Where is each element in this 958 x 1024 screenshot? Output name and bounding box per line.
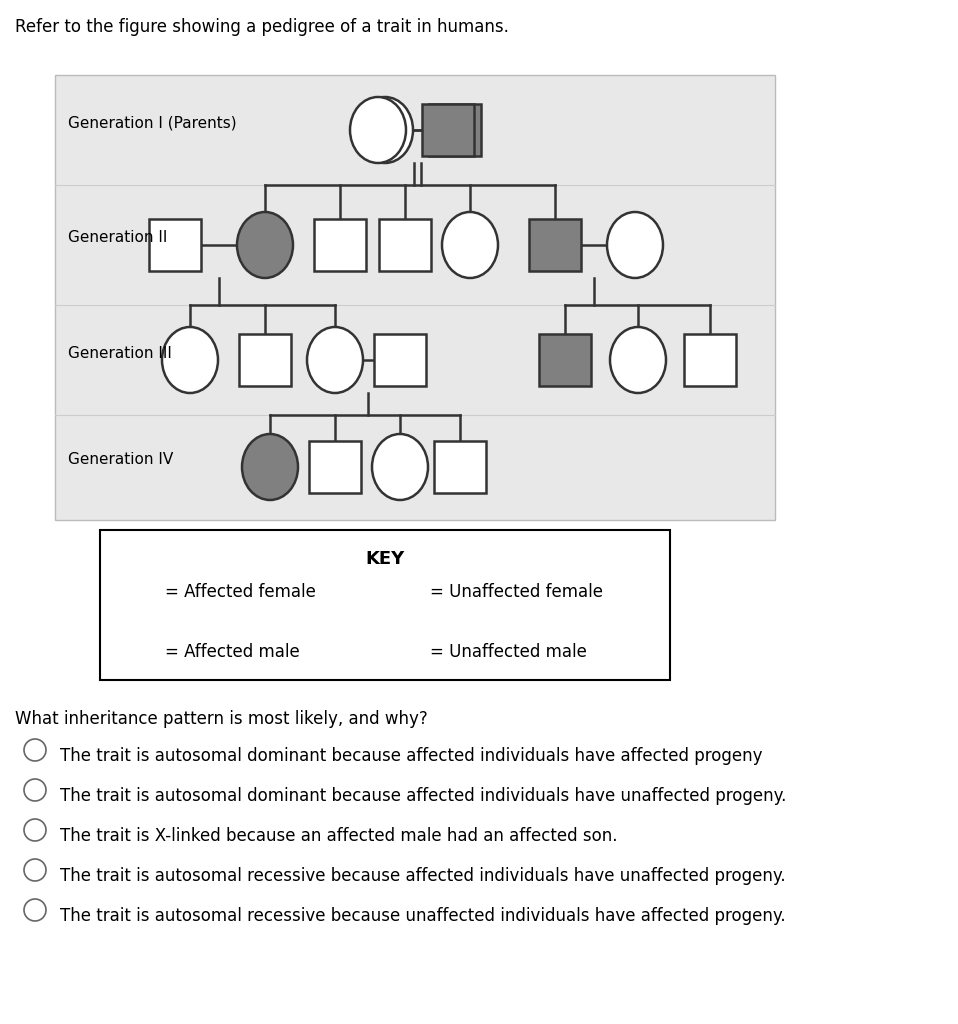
Text: = Unaffected male: = Unaffected male xyxy=(430,643,587,662)
Bar xyxy=(422,104,474,156)
Ellipse shape xyxy=(237,212,293,278)
Text: Generation III: Generation III xyxy=(68,345,171,360)
Text: KEY: KEY xyxy=(365,550,404,568)
Ellipse shape xyxy=(307,327,363,393)
Ellipse shape xyxy=(24,859,46,881)
Ellipse shape xyxy=(242,434,298,500)
Ellipse shape xyxy=(24,899,46,921)
Bar xyxy=(434,441,486,493)
Bar xyxy=(239,334,291,386)
Text: = Affected male: = Affected male xyxy=(165,643,300,662)
Text: = Unaffected female: = Unaffected female xyxy=(430,583,603,601)
Ellipse shape xyxy=(24,779,46,801)
Text: The trait is autosomal dominant because affected individuals have unaffected pro: The trait is autosomal dominant because … xyxy=(60,787,787,805)
Bar xyxy=(429,104,481,156)
Bar xyxy=(149,219,201,271)
Ellipse shape xyxy=(610,327,666,393)
Bar xyxy=(309,441,361,493)
Text: The trait is X-linked because an affected male had an affected son.: The trait is X-linked because an affecte… xyxy=(60,827,618,845)
Bar xyxy=(379,219,431,271)
Text: Refer to the figure showing a pedigree of a trait in humans.: Refer to the figure showing a pedigree o… xyxy=(15,18,509,36)
Ellipse shape xyxy=(162,327,218,393)
Ellipse shape xyxy=(380,562,420,608)
Text: Generation IV: Generation IV xyxy=(68,453,173,468)
Ellipse shape xyxy=(115,562,155,608)
Ellipse shape xyxy=(607,212,663,278)
Bar xyxy=(100,530,670,680)
Bar xyxy=(55,75,775,520)
Text: Generation II: Generation II xyxy=(68,230,168,246)
Ellipse shape xyxy=(372,434,428,500)
Text: The trait is autosomal dominant because affected individuals have affected proge: The trait is autosomal dominant because … xyxy=(60,746,763,765)
Bar xyxy=(374,334,426,386)
Bar xyxy=(529,219,581,271)
Bar xyxy=(539,334,591,386)
Ellipse shape xyxy=(350,97,406,163)
Text: What inheritance pattern is most likely, and why?: What inheritance pattern is most likely,… xyxy=(15,710,428,728)
Ellipse shape xyxy=(357,97,413,163)
Text: Generation I (Parents): Generation I (Parents) xyxy=(68,116,237,130)
Bar xyxy=(684,334,736,386)
Ellipse shape xyxy=(442,212,498,278)
Text: The trait is autosomal recessive because unaffected individuals have affected pr: The trait is autosomal recessive because… xyxy=(60,907,786,925)
Text: = Affected female: = Affected female xyxy=(165,583,316,601)
Bar xyxy=(381,626,419,664)
Ellipse shape xyxy=(24,739,46,761)
Text: The trait is autosomal recessive because affected individuals have unaffected pr: The trait is autosomal recessive because… xyxy=(60,867,786,885)
Bar xyxy=(116,626,154,664)
Ellipse shape xyxy=(24,819,46,841)
Bar xyxy=(314,219,366,271)
